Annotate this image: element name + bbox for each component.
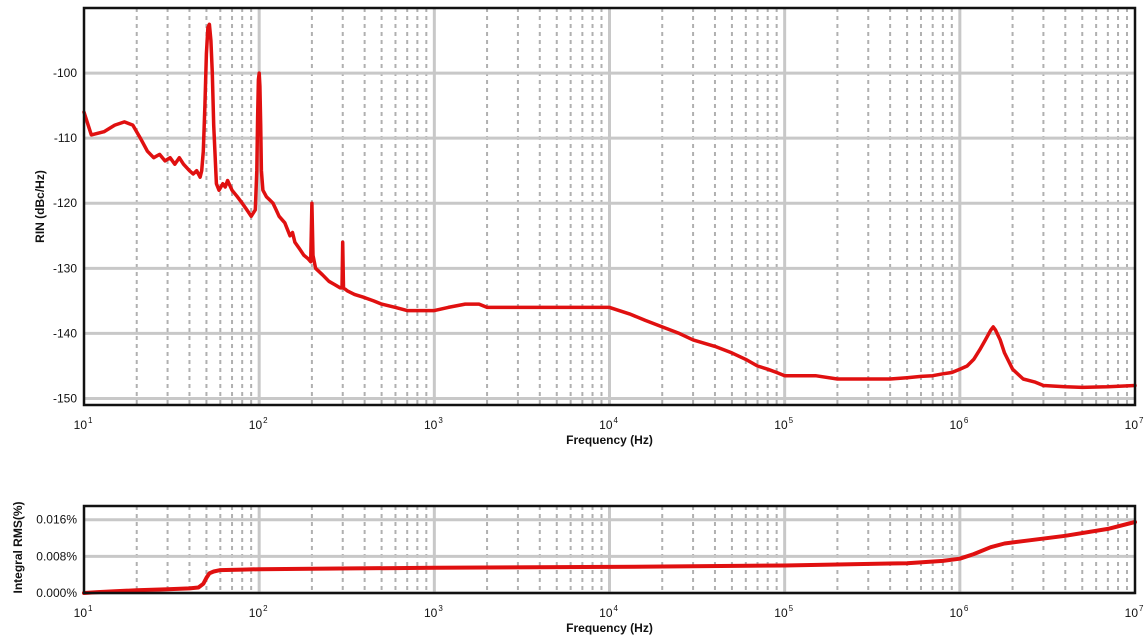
rin-y-tick-label: -130 xyxy=(53,261,77,275)
integral-rms-x-tick-base: 10 xyxy=(249,606,263,620)
rin-x-tick-base: 10 xyxy=(599,418,613,432)
rin-x-tick-base: 10 xyxy=(1125,418,1139,432)
integral-rms-x-tick-base: 10 xyxy=(424,606,438,620)
rin-y-tick-label: -110 xyxy=(54,131,77,145)
rin-x-ticks: 10 1 10 2 10 3 10 4 10 5 10 6 10 7 xyxy=(74,416,1144,432)
rin-y-tick-label: -100 xyxy=(53,66,77,80)
rin-x-tick-label: 10 1 xyxy=(74,416,93,432)
integral-rms-x-tick-exponent: 1 xyxy=(88,604,93,613)
rin-x-tick-base: 10 xyxy=(424,418,438,432)
integral-rms-x-axis-title: Frequency (Hz) xyxy=(566,621,653,635)
rin-x-tick-exponent: 5 xyxy=(789,416,794,425)
integral-rms-x-tick-base: 10 xyxy=(949,606,963,620)
rin-x-tick-exponent: 7 xyxy=(1139,416,1144,425)
integral-rms-y-ticks: 0.016% 0.008% 0.000% xyxy=(36,513,77,600)
rin-x-tick-base: 10 xyxy=(774,418,788,432)
rin-x-tick-exponent: 4 xyxy=(614,416,619,425)
integral-rms-y-axis-title: Integral RMS(%) xyxy=(11,501,25,593)
rin-x-tick-label: 10 7 xyxy=(1125,416,1144,432)
integral-rms-x-tick-exponent: 3 xyxy=(438,604,443,613)
integral-rms-x-tick-label: 10 7 xyxy=(1125,604,1144,620)
integral-rms-grid xyxy=(84,506,1135,595)
integral-rms-y-tick-label: 0.008% xyxy=(36,549,77,563)
integral-rms-x-tick-base: 10 xyxy=(599,606,613,620)
integral-rms-x-tick-label: 10 3 xyxy=(424,604,443,620)
integral-rms-y-tick-label: 0.016% xyxy=(36,513,77,527)
integral-rms-x-ticks: 10 1 10 2 10 3 10 4 10 5 10 6 10 7 xyxy=(74,604,1144,620)
integral-rms-x-tick-label: 10 1 xyxy=(74,604,93,620)
integral-rms-x-tick-label: 10 2 xyxy=(249,604,268,620)
rin-plot: -100-110-120-130-140-150 10 1 10 2 10 3 10 4 10 5… xyxy=(33,6,1144,447)
rin-x-tick-label: 10 2 xyxy=(249,416,268,432)
integral-rms-x-tick-exponent: 5 xyxy=(789,604,794,613)
integral-rms-x-tick-base: 10 xyxy=(774,606,788,620)
integral-rms-x-tick-base: 10 xyxy=(1125,606,1139,620)
rin-plot-frame xyxy=(82,6,1137,407)
rin-y-tick-label: -150 xyxy=(53,391,77,405)
rin-x-tick-label: 10 6 xyxy=(949,416,968,432)
rin-x-tick-exponent: 1 xyxy=(88,416,93,425)
integral-rms-x-tick-base: 10 xyxy=(74,606,88,620)
rin-y-tick-label: -120 xyxy=(53,196,77,210)
rin-series-line xyxy=(82,22,1137,390)
rin-x-tick-exponent: 3 xyxy=(438,416,443,425)
integral-rms-x-tick-label: 10 4 xyxy=(599,604,618,620)
integral-rms-y-tick-label: 0.000% xyxy=(36,586,77,600)
integral-rms-plot-frame xyxy=(82,504,1137,595)
rin-x-tick-base: 10 xyxy=(949,418,963,432)
integral-rms-x-tick-label: 10 6 xyxy=(949,604,968,620)
integral-rms-x-tick-label: 10 5 xyxy=(774,604,793,620)
rin-x-tick-label: 10 3 xyxy=(424,416,443,432)
integral-rms-x-tick-exponent: 7 xyxy=(1139,604,1144,613)
integral-rms-series-line xyxy=(82,520,1137,595)
rin-x-tick-label: 10 5 xyxy=(774,416,793,432)
rin-y-axis-title: RIN (dBc/Hz) xyxy=(33,170,47,243)
rin-grid xyxy=(84,8,1135,405)
rin-y-ticks: -100 -110 -120 -130 -140 -150 xyxy=(53,66,77,405)
integral-rms-x-tick-exponent: 2 xyxy=(263,604,268,613)
rin-x-tick-base: 10 xyxy=(74,418,88,432)
rin-x-tick-label: 10 4 xyxy=(599,416,618,432)
rin-x-tick-exponent: 6 xyxy=(964,416,969,425)
integral-rms-x-tick-exponent: 6 xyxy=(964,604,969,613)
integral-rms-plot: 0.016%0.008%0.000% 10 1 10 2 10 3 10 4 10 5 10 6 10 7… xyxy=(11,501,1144,635)
integral-rms-x-tick-exponent: 4 xyxy=(614,604,619,613)
rin-y-tick-label: -140 xyxy=(53,326,77,340)
rin-x-tick-exponent: 2 xyxy=(263,416,268,425)
rin-x-axis-title: Frequency (Hz) xyxy=(566,433,653,447)
rin-x-tick-base: 10 xyxy=(249,418,263,432)
